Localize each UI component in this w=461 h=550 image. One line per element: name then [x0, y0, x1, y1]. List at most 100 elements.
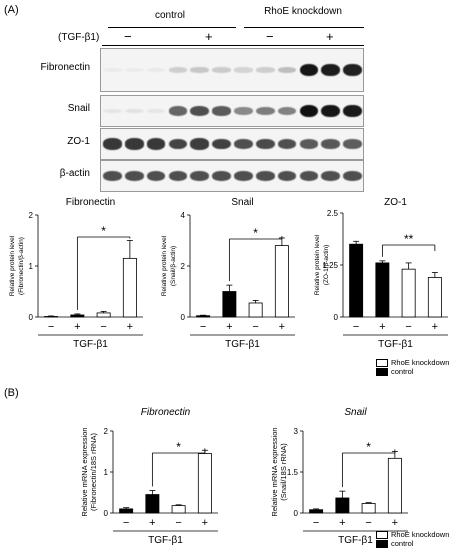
blot-band: [212, 106, 231, 116]
x-axis-label: TGF-β1: [73, 339, 108, 350]
sign-4: +: [326, 29, 334, 44]
blot-band: [190, 105, 210, 117]
legend-b-control-label: control: [391, 539, 414, 548]
y-tick-label: 0: [294, 509, 299, 518]
blot-band: [234, 106, 253, 116]
blot-label-3: β-actin: [59, 168, 90, 179]
legend-b-knockdown-swatch: [376, 530, 388, 539]
bar: [375, 262, 390, 318]
x-axis-label: TGF-β1: [378, 339, 413, 350]
blot-band: [255, 170, 275, 182]
sign-2: +: [205, 29, 213, 44]
blot-band: [277, 170, 297, 182]
x-tick-label: +: [127, 321, 133, 333]
panel-b-label: (B): [4, 387, 19, 399]
y-axis-label: Relative protein level (Fibronectin/β-act…: [9, 235, 25, 296]
blot-label-0: Fibronectin: [40, 62, 90, 73]
blot-strip-3: [100, 160, 364, 192]
blot-band: [255, 67, 275, 73]
blot-strip-2: [100, 128, 364, 160]
bar: [222, 291, 237, 318]
blot-band: [190, 138, 210, 150]
y-axis-label: Relative protein level (Snail/β-actin): [161, 235, 177, 296]
blot-band: [190, 67, 210, 73]
x-tick-label: +: [432, 321, 438, 333]
chart-title: ZO-1: [384, 197, 407, 208]
bar: [145, 494, 160, 514]
blot-band: [343, 104, 362, 118]
blot-band: [234, 138, 253, 150]
y-tick-label: 1: [104, 468, 109, 477]
bar: [70, 314, 85, 318]
blot-band: [168, 138, 188, 150]
blot-band: [103, 138, 122, 150]
blot-band: [321, 63, 341, 77]
x-tick-label: +: [149, 517, 155, 529]
x-tick-label: +: [279, 321, 285, 333]
x-tick-label: −: [100, 321, 106, 333]
blot-band: [212, 138, 231, 150]
panel-a-label: (A): [4, 4, 19, 16]
treatment-line: [102, 45, 364, 46]
blot-band: [103, 108, 122, 114]
blot-band: [277, 67, 297, 73]
blot-band: [343, 139, 362, 149]
legend-a: RhoE knockdown control: [376, 358, 449, 376]
sign-1: −: [124, 29, 132, 44]
sig-marker: *: [101, 224, 106, 238]
control-group-line: [108, 27, 236, 28]
x-tick-label: +: [392, 517, 398, 529]
blot-band: [124, 138, 144, 150]
legend-b: RhoE knockdown control: [376, 530, 449, 548]
y-tick-label: 2: [181, 262, 186, 271]
blot-band: [343, 170, 362, 182]
x-tick-label: −: [252, 321, 258, 333]
blot-band: [168, 106, 188, 116]
blot-band: [299, 104, 319, 118]
sig-marker: *: [176, 440, 181, 454]
bar: [122, 257, 137, 318]
blot-band: [234, 170, 253, 182]
blot-band: [146, 138, 166, 150]
chart-title: Snail: [231, 197, 253, 208]
bar: [119, 508, 134, 514]
x-axis-label: TGF-β1: [148, 535, 183, 546]
blot-band: [103, 67, 122, 73]
bar: [309, 509, 324, 514]
blot-band: [190, 170, 210, 182]
x-tick-label: −: [365, 517, 371, 529]
group-control-label: control: [154, 10, 185, 21]
y-tick-label: 0: [181, 313, 186, 322]
blot-band: [124, 170, 144, 182]
sig-marker: *: [366, 440, 371, 454]
bar: [197, 453, 212, 514]
y-tick-label: 3: [294, 427, 299, 436]
y-tick-label: 0: [104, 509, 109, 518]
y-axis-label: Relative mRNA expression(Fibronectin/18S…: [80, 427, 98, 516]
x-axis-label: TGF-β1: [225, 339, 260, 350]
sign-3: −: [266, 29, 274, 44]
bar: [361, 503, 376, 514]
blot-label-2: ZO-1: [67, 136, 90, 147]
y-tick-label: 1.5: [287, 468, 299, 477]
blot-strip-1: [100, 95, 364, 127]
y-tick-label: 2: [104, 427, 109, 436]
bar: [387, 457, 402, 514]
blot-band: [321, 104, 341, 118]
chart-title: Fibronectin: [66, 197, 115, 208]
bar: [96, 312, 111, 318]
blot-band: [299, 170, 319, 182]
legend-knockdown-label: RhoE knockdown: [391, 358, 450, 367]
blot-band: [124, 108, 144, 114]
y-axis-label: Relative protein level (ZO-1/β-actin): [314, 234, 330, 295]
chart-title: Snail: [344, 407, 367, 418]
sig-marker: **: [404, 232, 414, 246]
sig-marker: *: [253, 226, 258, 240]
blot-band: [168, 170, 188, 182]
x-tick-label: +: [379, 321, 385, 333]
chart-title: Fibronectin: [141, 407, 191, 418]
legend-control-label: control: [391, 367, 414, 376]
blot-band: [124, 67, 144, 73]
x-tick-label: −: [353, 321, 359, 333]
blot-band: [255, 138, 275, 150]
